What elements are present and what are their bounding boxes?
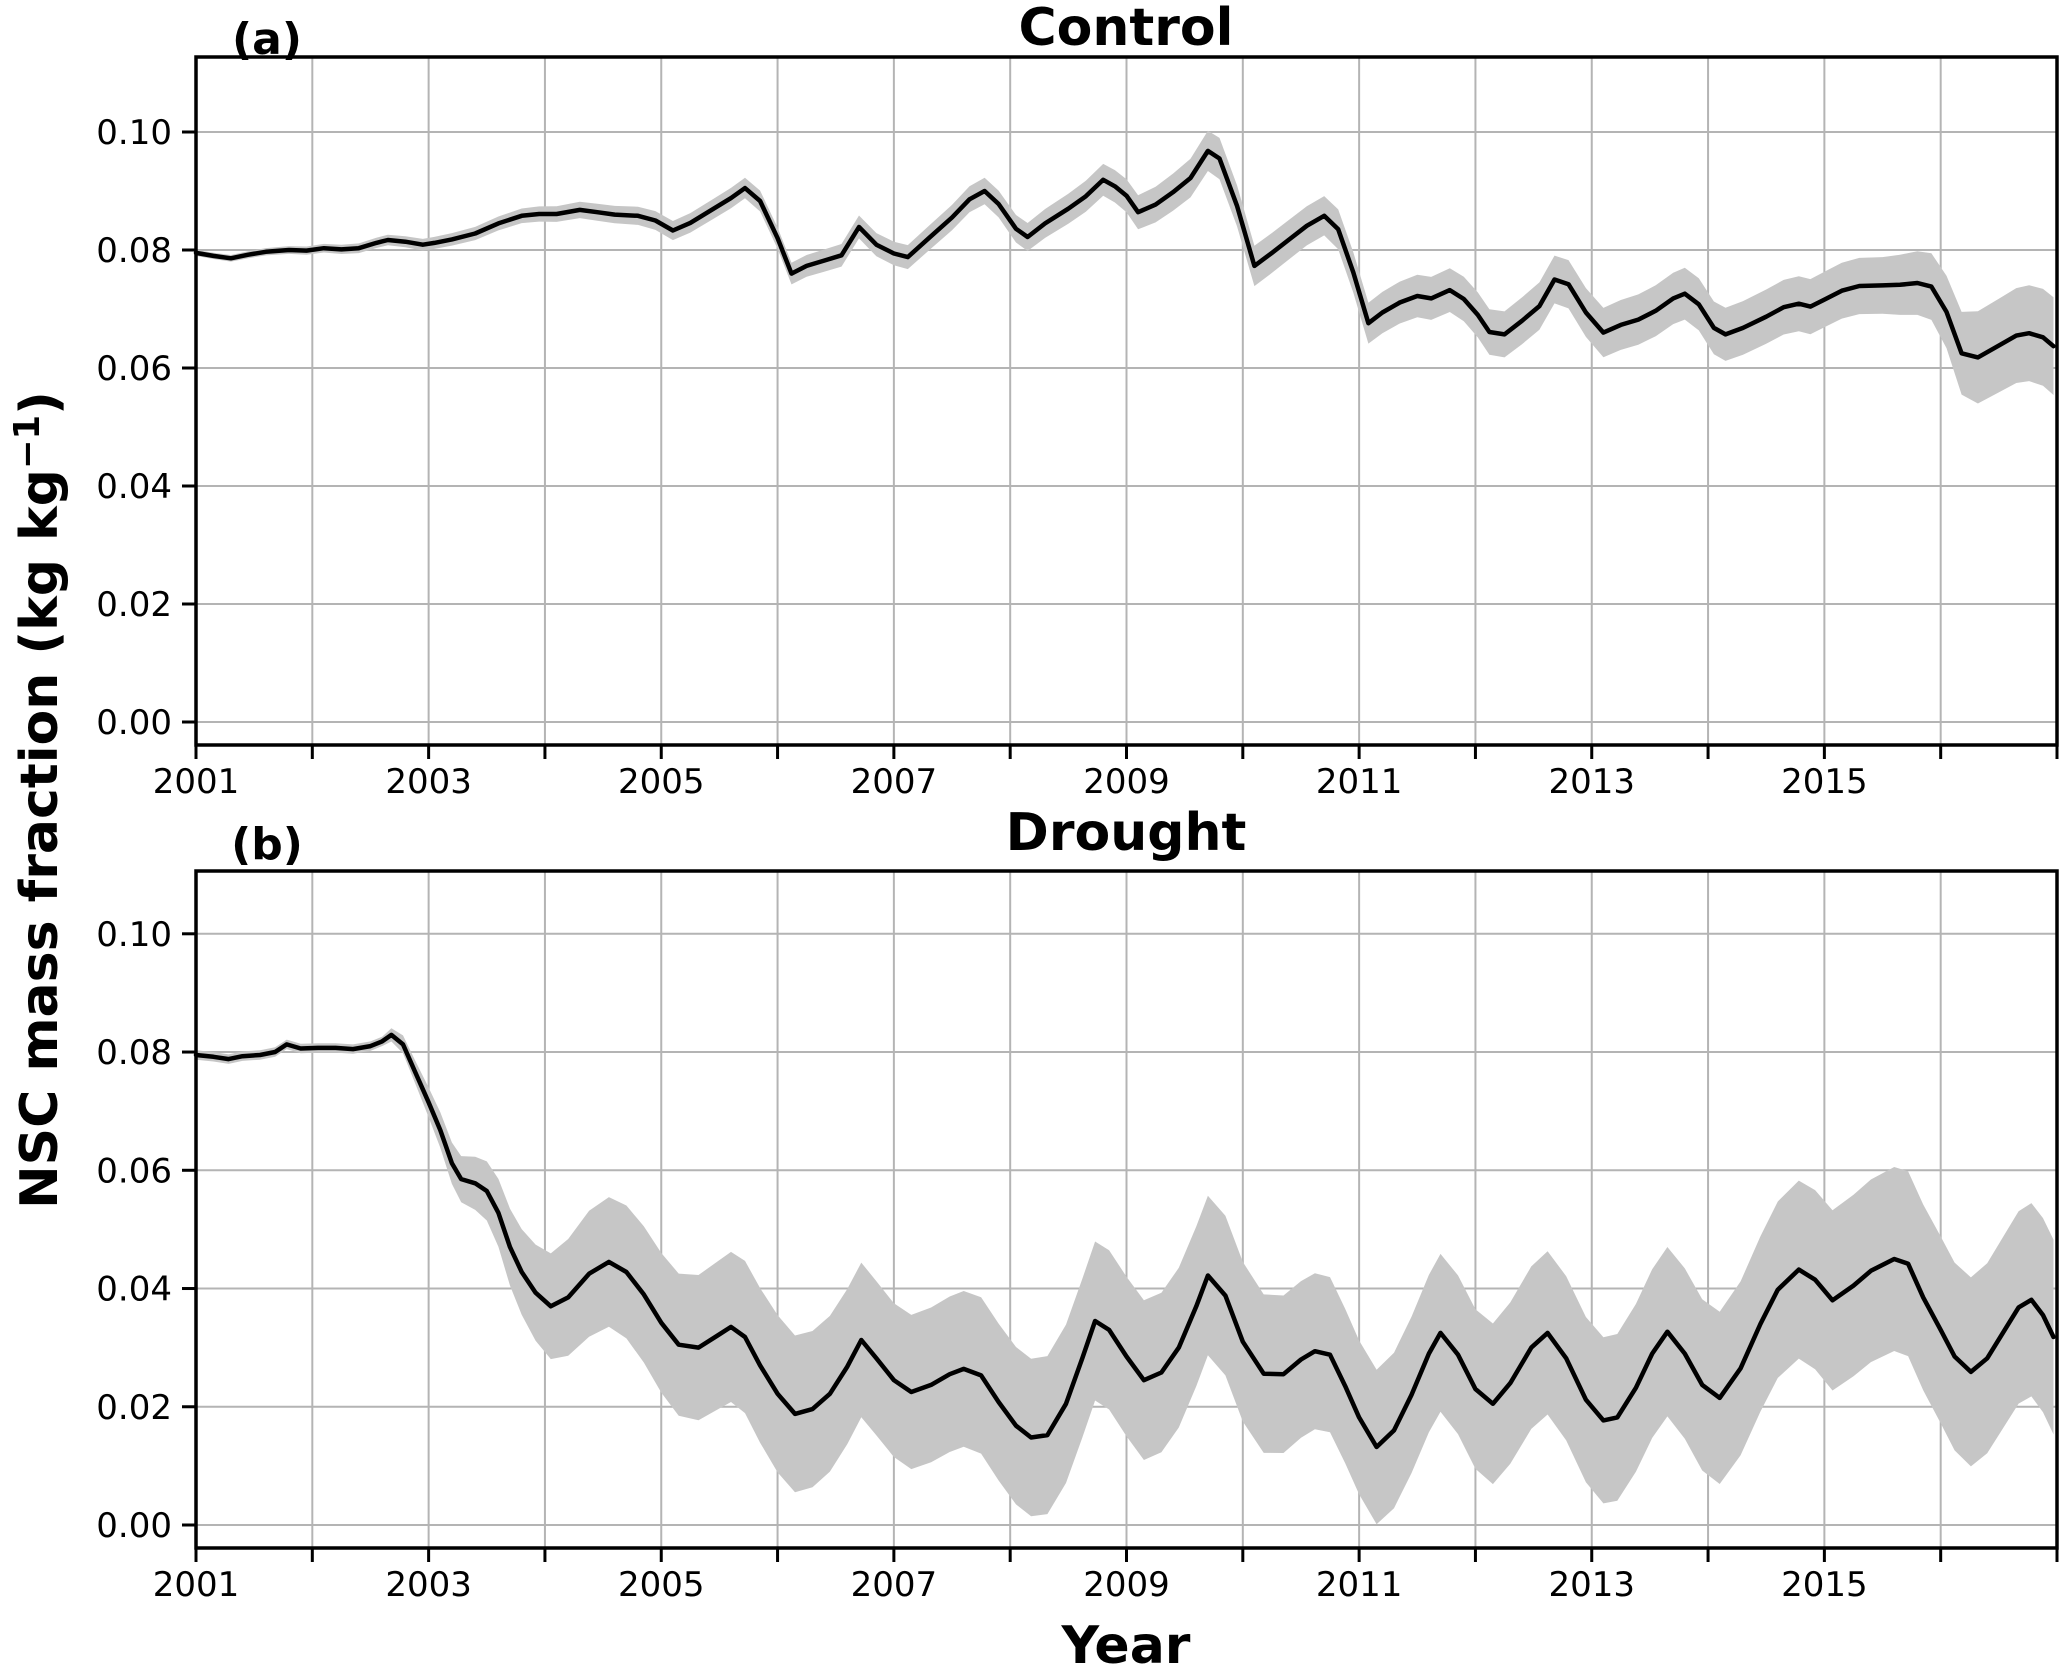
- x-tick-label: 2015: [1781, 1565, 1868, 1605]
- x-tick-label: 2007: [851, 1565, 938, 1605]
- x-tick-label: 2011: [1316, 762, 1403, 802]
- uncertainty-band: [196, 130, 2054, 404]
- x-tick-label: 2003: [385, 1565, 472, 1605]
- y-tick-label: 0.08: [96, 231, 172, 271]
- x-axis-label: Year: [1061, 1616, 1191, 1676]
- x-tick-label: 2001: [153, 762, 240, 802]
- panel-a: 2001 2003 2005 2007 2009 2011 2013 2015 0.00 0.02…: [96, 55, 2059, 802]
- nsc-line: [193, 148, 2056, 360]
- x-tick-label: 2013: [1548, 762, 1635, 802]
- y-tick-label: 0.02: [96, 1388, 172, 1428]
- y-tick-label: 0.04: [96, 1270, 172, 1310]
- y-tick-label: 0.06: [96, 349, 172, 389]
- x-tick-label: 2013: [1548, 1565, 1635, 1605]
- x-tick-label: 2001: [153, 1565, 240, 1605]
- y-axis-label-text: NSC mass fraction (kg kg: [10, 469, 71, 1209]
- y-axis-label-superscript: −1: [6, 414, 48, 470]
- y-tick-label: 0.00: [96, 1506, 172, 1546]
- x-tick-label: 2007: [851, 762, 938, 802]
- y-tick-label: 0.00: [96, 703, 172, 743]
- x-tick-label: 2003: [385, 762, 472, 802]
- panel-b-letter: (b): [231, 819, 303, 870]
- y-tick-label: 0.10: [96, 113, 172, 153]
- x-tick-label: 2011: [1316, 1565, 1403, 1605]
- x-tick-label: 2015: [1781, 762, 1868, 802]
- x-tick-label: 2009: [1083, 762, 1170, 802]
- x-tick-label: 2005: [618, 762, 705, 802]
- y-tick-label: 0.04: [96, 467, 172, 507]
- y-axis-label: NSC mass fraction (kg kg−1): [6, 391, 70, 1209]
- y-tick-label: 0.10: [96, 915, 172, 955]
- panel-b-title: Drought: [1005, 803, 1247, 863]
- y-axis-label-close: ): [10, 391, 71, 415]
- nsc-line: [193, 1032, 2056, 1450]
- panel-b: 2001 2003 2005 2007 2009 2011 2013 2015 0.00 0.02…: [96, 869, 2059, 1605]
- x-tick-label: 2005: [618, 1565, 705, 1605]
- panel-a-title: Control: [1018, 0, 1234, 58]
- y-tick-label: 0.08: [96, 1033, 172, 1073]
- y-tick-label: 0.06: [96, 1151, 172, 1191]
- y-tick-label: 0.02: [96, 585, 172, 625]
- panel-a-letter: (a): [232, 14, 302, 65]
- x-tick-label: 2009: [1083, 1565, 1170, 1605]
- uncertainty-band: [196, 1028, 2054, 1525]
